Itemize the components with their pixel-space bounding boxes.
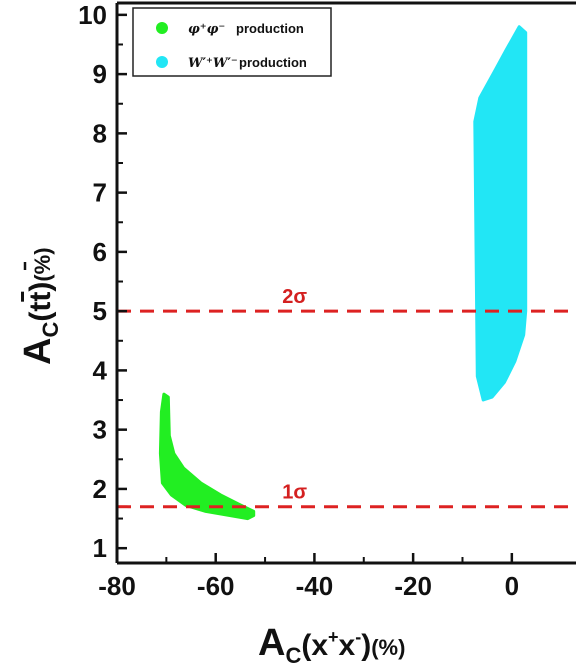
y-tick-label: 5 — [93, 296, 107, 326]
y-tick-label: 3 — [93, 415, 107, 445]
y-axis-title-close: ) — [24, 282, 57, 292]
x-tick-label: -60 — [197, 571, 235, 601]
y-tick-label: 9 — [93, 59, 107, 89]
y-axis-title-unit: (%) — [30, 247, 55, 281]
x-axis-title-sub: C — [285, 643, 301, 665]
x-tick-label: -40 — [296, 571, 334, 601]
x-axis-title-mid: x — [339, 629, 356, 662]
x-axis-title: AC(x+x-)(%) — [258, 622, 405, 665]
legend-label-series-1: production — [236, 21, 304, 36]
legend-symbol-series-1: φ⁺φ⁻ — [188, 22, 225, 37]
legend-symbol-series-2: W′⁺W′⁻ — [188, 56, 238, 71]
x-axis-title-main: A — [258, 622, 285, 664]
legend: φ⁺φ⁻ production W′⁺W′⁻ production — [132, 7, 332, 77]
legend-marker-series-2 — [156, 56, 168, 68]
y-tick-label: 10 — [78, 0, 107, 30]
x-axis-title-sup2: - — [355, 627, 361, 647]
y-tick-label: 6 — [93, 237, 107, 267]
y-tick-label: 8 — [93, 118, 107, 148]
y-tick-label: 2 — [93, 474, 107, 504]
data-regions — [158, 25, 528, 521]
y-axis-title: AC(tt)(%) — [17, 247, 63, 365]
x-axis-title-unit: (%) — [371, 635, 405, 660]
x-tick-label: -80 — [98, 571, 136, 601]
x-axis-title-paren: (x — [301, 629, 328, 662]
y-tick-label: 7 — [93, 178, 107, 208]
y-axis-title-tbar: t — [24, 292, 57, 302]
region-series-1 — [158, 392, 256, 521]
region-series-2 — [473, 25, 528, 402]
x-tick-label: 0 — [505, 571, 519, 601]
legend-label-series-2: production — [239, 55, 307, 70]
legend-marker-series-1 — [156, 22, 168, 34]
y-axis-ticks: 1 2 3 4 5 6 7 8 9 10 — [78, 0, 127, 563]
reference-line-label-1: 2σ — [282, 286, 307, 308]
reference-lines: 2σ 1σ — [117, 286, 576, 509]
y-axis-title-rest: (t — [24, 302, 57, 322]
y-axis-title-sub: C — [38, 322, 63, 338]
y-axis-title-main: A — [17, 338, 59, 365]
y-tick-label: 4 — [93, 355, 108, 385]
x-axis-title-sup1: + — [328, 627, 339, 647]
x-tick-label: -20 — [394, 571, 432, 601]
reference-line-label-2: 1σ — [282, 482, 307, 504]
x-axis-ticks: -80 -60 -40 -20 0 — [98, 553, 519, 601]
y-tick-label: 1 — [93, 533, 107, 563]
x-axis-title-close: ) — [361, 629, 371, 662]
